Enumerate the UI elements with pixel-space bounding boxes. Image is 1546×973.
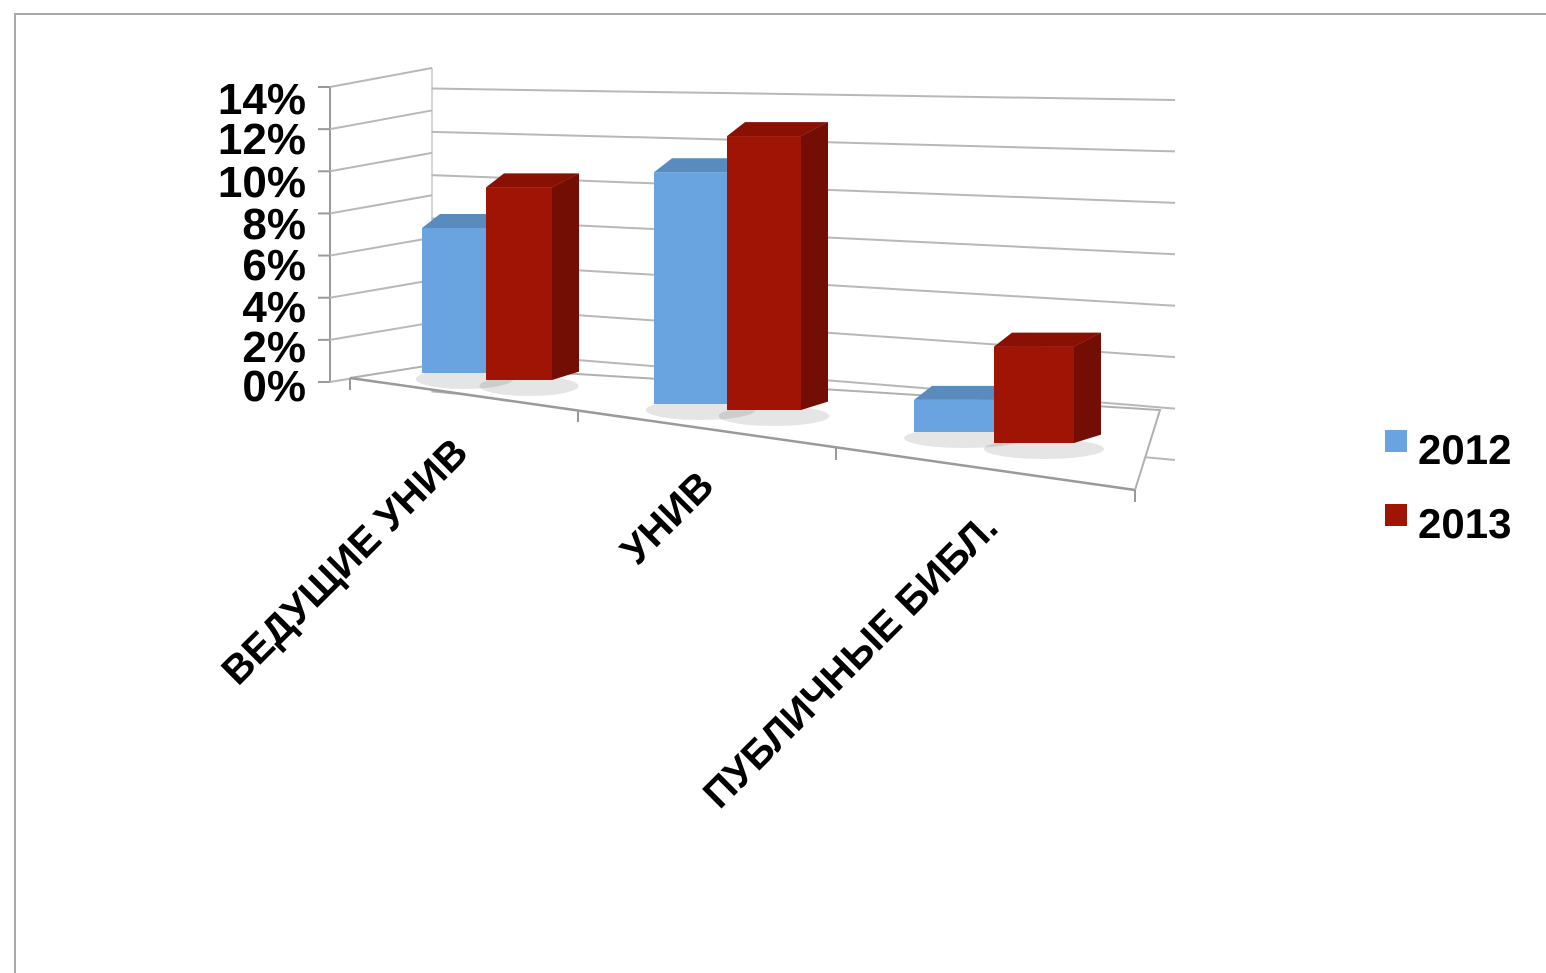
legend-swatch bbox=[1385, 504, 1407, 526]
bar-2013-2 bbox=[984, 332, 1104, 459]
bar-shadow bbox=[718, 406, 830, 426]
bar-front bbox=[727, 136, 801, 411]
bar-top bbox=[486, 173, 579, 188]
bar-2013-0 bbox=[479, 173, 579, 396]
bar-front bbox=[422, 228, 487, 373]
y-tick-label: 4% bbox=[242, 283, 306, 332]
side-gridline bbox=[329, 236, 433, 257]
bar-chart-3d: 0%2%4%6%8%10%12%14% ВЕДУЩИЕ УНИВ УНИВПУБЛ… bbox=[213, 67, 1511, 817]
side-gridline bbox=[329, 321, 433, 341]
legend-label: 2013 bbox=[1418, 500, 1511, 547]
bar-side bbox=[801, 122, 828, 411]
y-tick-label: 14% bbox=[218, 75, 306, 124]
bar-front bbox=[994, 346, 1074, 443]
y-tick-label: 12% bbox=[218, 115, 306, 164]
side-gridline bbox=[329, 151, 433, 173]
legend-label: 2012 bbox=[1418, 426, 1511, 473]
x-axis-line bbox=[349, 376, 1136, 492]
legend-swatch bbox=[1385, 430, 1407, 452]
y-tick-label: 0% bbox=[242, 362, 306, 411]
y-tick-label: 2% bbox=[242, 323, 306, 372]
y-tick-label: 8% bbox=[242, 200, 306, 249]
side-gridline bbox=[329, 67, 433, 88]
x-category-label: ПУБЛИЧНЫЕ БИБЛ. bbox=[695, 505, 1007, 817]
bar-front bbox=[486, 187, 552, 380]
y-tick-label: 6% bbox=[242, 241, 306, 290]
bar-front bbox=[654, 172, 727, 404]
x-category-label: УНИВ bbox=[612, 463, 722, 573]
side-gridline bbox=[329, 194, 433, 215]
side-gridline bbox=[329, 109, 433, 131]
gridline bbox=[431, 87, 1176, 101]
bar-side bbox=[1074, 332, 1101, 443]
x-category-label: ВЕДУЩИЕ УНИВ bbox=[213, 430, 476, 693]
y-axis-ticks: 0%2%4%6%8%10%12%14% bbox=[218, 75, 306, 411]
bar-shadow bbox=[984, 439, 1104, 459]
bars bbox=[415, 122, 1104, 459]
bar-2013-1 bbox=[718, 122, 830, 426]
side-gridline bbox=[329, 279, 433, 299]
chart-frame bbox=[14, 13, 1546, 973]
bar-shadow bbox=[479, 376, 579, 396]
chart-floor bbox=[349, 363, 1162, 502]
bar-top bbox=[994, 332, 1101, 347]
bar-top bbox=[727, 122, 828, 137]
bar-front bbox=[914, 399, 994, 432]
legend: 2012 2013 bbox=[1385, 426, 1511, 547]
bar-side bbox=[552, 173, 579, 380]
y-tick-label: 10% bbox=[218, 158, 306, 207]
